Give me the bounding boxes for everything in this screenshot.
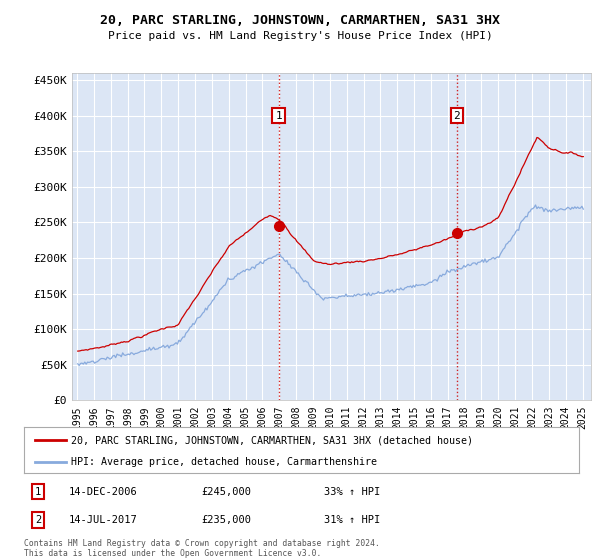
Text: £235,000: £235,000 — [202, 515, 251, 525]
Text: Contains HM Land Registry data © Crown copyright and database right 2024.
This d: Contains HM Land Registry data © Crown c… — [24, 539, 380, 558]
Text: 1: 1 — [275, 110, 282, 120]
Text: 33% ↑ HPI: 33% ↑ HPI — [324, 487, 380, 497]
Text: 20, PARC STARLING, JOHNSTOWN, CARMARTHEN, SA31 3HX: 20, PARC STARLING, JOHNSTOWN, CARMARTHEN… — [100, 14, 500, 27]
Text: 2: 2 — [35, 515, 41, 525]
Text: £245,000: £245,000 — [202, 487, 251, 497]
Text: 14-DEC-2006: 14-DEC-2006 — [68, 487, 137, 497]
Text: 20, PARC STARLING, JOHNSTOWN, CARMARTHEN, SA31 3HX (detached house): 20, PARC STARLING, JOHNSTOWN, CARMARTHEN… — [71, 435, 473, 445]
Text: 14-JUL-2017: 14-JUL-2017 — [68, 515, 137, 525]
Text: 31% ↑ HPI: 31% ↑ HPI — [324, 515, 380, 525]
Text: Price paid vs. HM Land Registry's House Price Index (HPI): Price paid vs. HM Land Registry's House … — [107, 31, 493, 41]
Text: 2: 2 — [454, 110, 460, 120]
Text: HPI: Average price, detached house, Carmarthenshire: HPI: Average price, detached house, Carm… — [71, 457, 377, 466]
Text: 1: 1 — [35, 487, 41, 497]
